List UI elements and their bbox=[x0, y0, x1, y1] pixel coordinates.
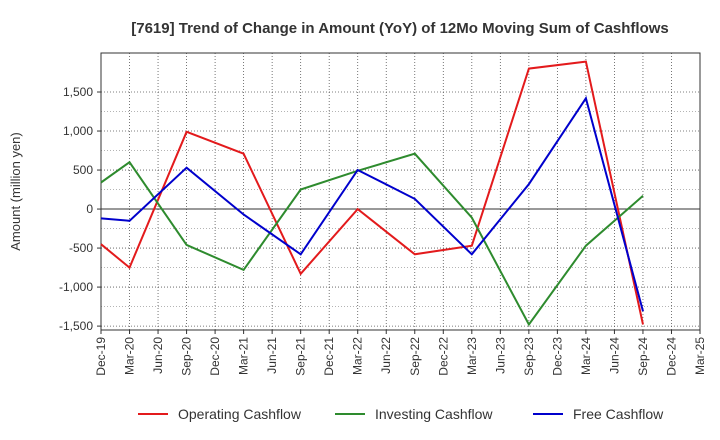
legend-label: Free Cashflow bbox=[573, 406, 664, 422]
legend-item: Free Cashflow bbox=[533, 406, 664, 422]
x-tick-label: Mar-20 bbox=[123, 337, 137, 375]
x-tick-label: Mar-24 bbox=[579, 337, 593, 375]
x-tick-label: Jun-21 bbox=[265, 337, 279, 374]
x-tick-label: Dec-21 bbox=[322, 337, 336, 376]
series-line-free-cashflow bbox=[100, 95, 644, 312]
plot-frame bbox=[100, 52, 701, 331]
x-tick-label: Mar-25 bbox=[693, 337, 707, 375]
x-tick-label: Dec-24 bbox=[664, 337, 678, 376]
x-tick-label: Jun-24 bbox=[607, 337, 621, 374]
x-tick-label: Sep-21 bbox=[294, 337, 308, 376]
x-tick-label: Sep-23 bbox=[522, 337, 536, 376]
y-tick-label: 0 bbox=[86, 202, 93, 216]
y-tick-label: -500 bbox=[69, 241, 93, 255]
y-tick-label: 1,000 bbox=[63, 124, 93, 138]
x-tick-label: Dec-23 bbox=[550, 337, 564, 376]
legend-item: Investing Cashflow bbox=[335, 406, 493, 422]
x-tick-label: Jun-20 bbox=[151, 337, 165, 374]
x-tick-label: Jun-23 bbox=[493, 337, 507, 374]
x-tick-label: Mar-23 bbox=[465, 337, 479, 375]
y-tick-label: 1,500 bbox=[63, 85, 93, 99]
y-tick-label: 500 bbox=[73, 163, 93, 177]
legend: Operating Cashflow Investing Cashflow Free… bbox=[138, 406, 664, 422]
legend-label: Investing Cashflow bbox=[375, 406, 493, 422]
series-line-operating-cashflow bbox=[100, 60, 644, 325]
x-tick-label: Mar-21 bbox=[237, 337, 251, 375]
legend-item: Operating Cashflow bbox=[138, 406, 302, 422]
series-lines bbox=[100, 60, 644, 327]
x-tick-label: Jun-22 bbox=[379, 337, 393, 374]
x-tick-label: Sep-24 bbox=[636, 337, 650, 376]
y-tick-label: -1,500 bbox=[59, 319, 93, 333]
y-axis-label: Amount (million yen) bbox=[8, 132, 23, 251]
x-tick-label: Sep-20 bbox=[180, 337, 194, 376]
x-tick-label: Dec-20 bbox=[208, 337, 222, 376]
series-line-investing-cashflow bbox=[100, 152, 644, 327]
x-tick-label: Mar-22 bbox=[351, 337, 365, 375]
x-tick-label: Dec-19 bbox=[94, 337, 108, 376]
legend-label: Operating Cashflow bbox=[178, 406, 302, 422]
y-tick-label: -1,000 bbox=[59, 280, 93, 294]
x-tick-label: Sep-22 bbox=[408, 337, 422, 376]
y-axis-ticks: 1,500 1,000 500 0 -500 -1,000 -1,500 bbox=[59, 85, 101, 333]
x-tick-label: Dec-22 bbox=[436, 337, 450, 376]
x-axis-ticks: Dec-19 Mar-20 Jun-20 Sep-20 Dec-20 Mar-21 Jun-… bbox=[94, 330, 707, 376]
chart-title: [7619] Trend of Change in Amount (YoY) o… bbox=[131, 20, 669, 37]
